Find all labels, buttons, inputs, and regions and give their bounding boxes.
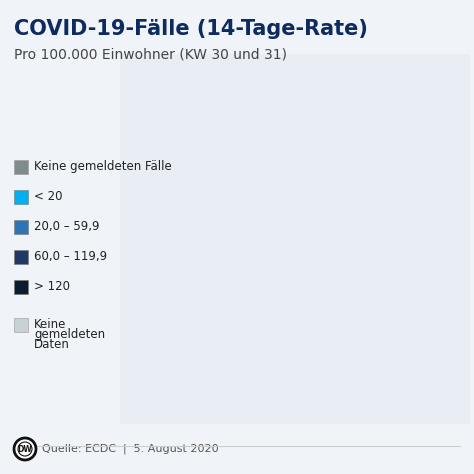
Text: Daten: Daten — [34, 338, 70, 351]
Text: < 20: < 20 — [34, 190, 63, 203]
Bar — [14, 190, 28, 204]
Bar — [14, 280, 28, 294]
Text: gemeldeten: gemeldeten — [34, 328, 105, 341]
Text: Keine: Keine — [34, 318, 66, 331]
Bar — [14, 160, 28, 174]
Text: DW: DW — [18, 445, 32, 454]
Circle shape — [14, 438, 36, 460]
Text: 20,0 – 59,9: 20,0 – 59,9 — [34, 220, 100, 233]
Bar — [120, 54, 470, 424]
Bar — [14, 250, 28, 264]
Bar — [14, 220, 28, 234]
Text: Quelle: ECDC  |  5. August 2020: Quelle: ECDC | 5. August 2020 — [42, 444, 219, 454]
Text: Pro 100.000 Einwohner (KW 30 und 31): Pro 100.000 Einwohner (KW 30 und 31) — [14, 47, 287, 61]
Text: COVID-19-Fälle (14-Tage-Rate): COVID-19-Fälle (14-Tage-Rate) — [14, 19, 368, 39]
Text: Keine gemeldeten Fälle: Keine gemeldeten Fälle — [34, 160, 172, 173]
Text: > 120: > 120 — [34, 280, 70, 293]
Circle shape — [18, 442, 32, 456]
Text: 60,0 – 119,9: 60,0 – 119,9 — [34, 250, 107, 263]
Bar — [14, 318, 28, 332]
